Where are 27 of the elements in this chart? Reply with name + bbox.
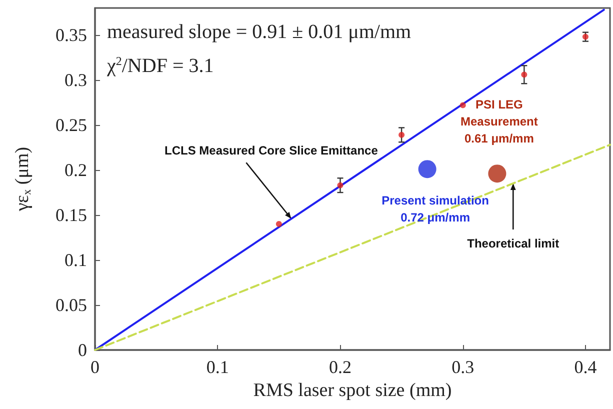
y-tick-label: 0 (78, 340, 87, 360)
point (582, 34, 588, 40)
x-tick-label: 0 (90, 357, 100, 377)
y-axis-title: γεx (μm) (12, 146, 34, 212)
y-tick-label: 0.3 (64, 70, 87, 90)
annotation: PSI LEG Measurement 0.61 μm/mm (460, 98, 538, 146)
y-tick-label: 0.2 (64, 160, 87, 180)
point (398, 132, 405, 138)
point (460, 102, 466, 108)
point (521, 72, 528, 78)
x-tick-label: 0.3 (452, 357, 474, 377)
y-tick-label: 0.1 (64, 250, 87, 270)
annotation: Theoretical limit (467, 236, 560, 250)
point (488, 164, 506, 183)
x-tick-label: 0.4 (574, 357, 597, 377)
point (276, 221, 282, 227)
x-tick-label: 0.2 (328, 357, 352, 377)
point (337, 182, 344, 188)
point (418, 160, 436, 178)
annotation: measured slope = 0.91 ± 0.01 μm/mm (107, 21, 412, 43)
annotation: LCLS Measured Core Slice Emittance (164, 144, 378, 158)
x-tick-label: 0.1 (206, 357, 229, 377)
y-tick-label: 0.15 (56, 205, 87, 225)
y-tick-label: 0.25 (56, 115, 87, 135)
y-tick-label: 0.35 (56, 25, 87, 45)
x-axis-title: RMS laser spot size (mm) (253, 380, 452, 401)
y-tick-label: 0.05 (56, 295, 87, 315)
